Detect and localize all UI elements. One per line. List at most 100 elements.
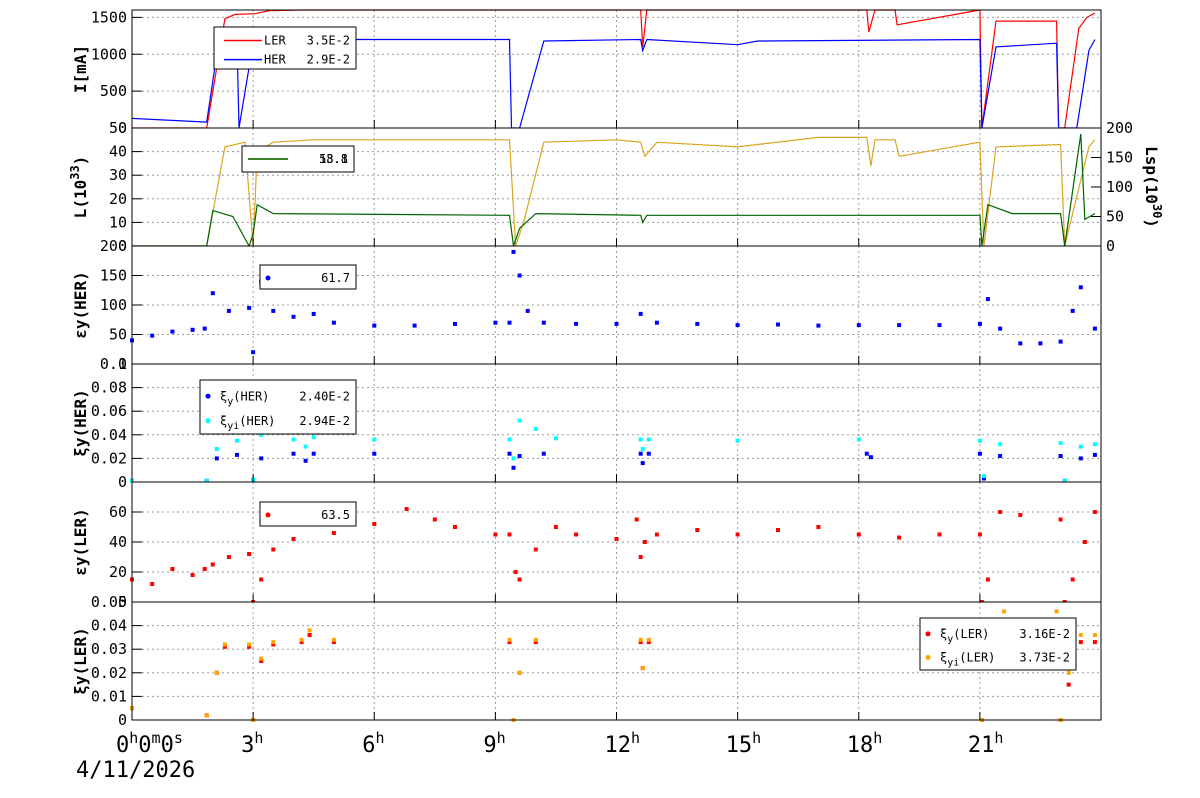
data-point xyxy=(646,637,651,642)
legend-value: 3.5E-2 xyxy=(307,34,350,48)
data-point xyxy=(1018,341,1023,346)
data-point xyxy=(214,456,219,461)
x-tick-label: 3h xyxy=(241,729,263,758)
data-point xyxy=(291,314,296,319)
y-tick-label: 60 xyxy=(109,503,127,521)
panel-3: 0 50 100 150 200 εy(HER) 61.7 xyxy=(71,237,1102,373)
data-point xyxy=(271,640,276,645)
data-point xyxy=(202,326,207,331)
legend-swatch xyxy=(265,275,271,281)
data-point xyxy=(247,552,252,556)
data-point xyxy=(1062,478,1067,483)
legend-value: 3.16E-2 xyxy=(1019,627,1070,641)
data-point xyxy=(640,447,645,451)
data-point xyxy=(981,474,986,479)
y-axis-label: εy(HER) xyxy=(71,271,90,338)
legend-box xyxy=(919,617,1077,671)
data-point xyxy=(235,438,239,443)
data-point xyxy=(897,323,902,328)
x-tick-label: 0h0m0s xyxy=(116,729,183,758)
x-tick-label: 12h xyxy=(605,729,641,758)
data-point xyxy=(985,297,990,302)
y-tick-label: 0.05 xyxy=(91,593,127,611)
y-tick-label: 0.01 xyxy=(91,687,127,705)
legend-label: ξy(LER) xyxy=(940,627,989,645)
legend: ξy(HER) 2.40E-2 ξyi(HER) 2.94E-2 xyxy=(199,379,357,435)
data-point xyxy=(937,323,942,328)
series-line-2 xyxy=(132,133,1096,248)
data-point xyxy=(511,249,516,254)
y-tick-label: 0.03 xyxy=(91,640,127,658)
y2-tick-label: 0 xyxy=(1106,237,1115,255)
x-axis-date-label: 4/11/2026 xyxy=(76,758,195,783)
y-tick-label: 40 xyxy=(109,143,127,161)
data-point xyxy=(507,640,512,645)
legend-swatch xyxy=(925,654,931,660)
legend-swatch xyxy=(925,631,931,637)
data-point xyxy=(453,321,457,326)
data-point xyxy=(259,432,264,437)
y2-axis-label: Lsp(1030) xyxy=(1142,146,1164,228)
legend-label: LER xyxy=(264,34,286,48)
data-point xyxy=(735,323,740,328)
data-point xyxy=(638,311,643,316)
legend-value: 2.94E-2 xyxy=(299,414,350,428)
data-point xyxy=(977,321,982,326)
data-point xyxy=(977,438,982,443)
data-point xyxy=(222,642,227,647)
data-point xyxy=(1092,640,1097,645)
data-point xyxy=(998,326,1003,331)
data-point xyxy=(533,547,538,552)
data-point xyxy=(985,577,990,582)
data-point xyxy=(1018,513,1023,517)
y-tick-label: 50 xyxy=(109,119,127,137)
panel-4: 0 0.02 0.04 0.06 0.08 0.1 ξy(HER) ξy(HER) 2.40E-… xyxy=(71,355,1102,491)
data-point xyxy=(1092,633,1097,637)
data-point xyxy=(251,350,256,355)
data-point xyxy=(1058,454,1063,458)
y-tick-label: 0.04 xyxy=(91,426,127,444)
legend-value: 3.73E-2 xyxy=(1019,650,1070,664)
data-point xyxy=(517,418,522,423)
data-point xyxy=(553,525,558,529)
legend-value: 58.8 xyxy=(319,152,348,166)
data-point xyxy=(291,451,296,456)
x-axis: 0h0m0s 3h 6h 9h 12h 15h 18h 21h xyxy=(116,729,1003,758)
data-point xyxy=(1002,609,1007,614)
data-point xyxy=(507,637,512,642)
data-point xyxy=(614,321,619,326)
data-point xyxy=(226,555,231,559)
data-point xyxy=(776,322,780,327)
data-point xyxy=(574,321,579,326)
legend-label: HER xyxy=(264,53,286,67)
data-point xyxy=(303,444,308,449)
legend-box xyxy=(199,379,357,435)
data-point xyxy=(271,547,276,552)
data-point xyxy=(541,451,546,456)
y-tick-label: 1500 xyxy=(91,8,127,26)
data-point xyxy=(977,532,982,537)
x-tick-label: 18h xyxy=(847,729,883,758)
data-point xyxy=(998,442,1003,447)
legend-swatch xyxy=(205,393,211,399)
data-point xyxy=(541,320,546,325)
data-point xyxy=(204,713,209,718)
legend-value: 61.7 xyxy=(321,271,350,285)
legend-swatch xyxy=(265,512,271,518)
data-point xyxy=(259,659,264,663)
data-point xyxy=(517,273,522,278)
data-point xyxy=(998,510,1003,514)
data-point xyxy=(259,656,264,661)
data-point xyxy=(214,670,219,675)
data-point xyxy=(638,555,643,559)
data-point xyxy=(331,640,336,645)
y-tick-label: 0.02 xyxy=(91,449,127,467)
data-point xyxy=(307,628,312,633)
data-point xyxy=(640,666,645,671)
data-point xyxy=(190,327,195,332)
data-point xyxy=(517,454,522,458)
y-tick-label: 100 xyxy=(100,296,127,314)
y-axis-label: I[mA] xyxy=(71,45,90,93)
legend-box xyxy=(259,501,357,527)
y-tick-label: 20 xyxy=(109,563,127,581)
